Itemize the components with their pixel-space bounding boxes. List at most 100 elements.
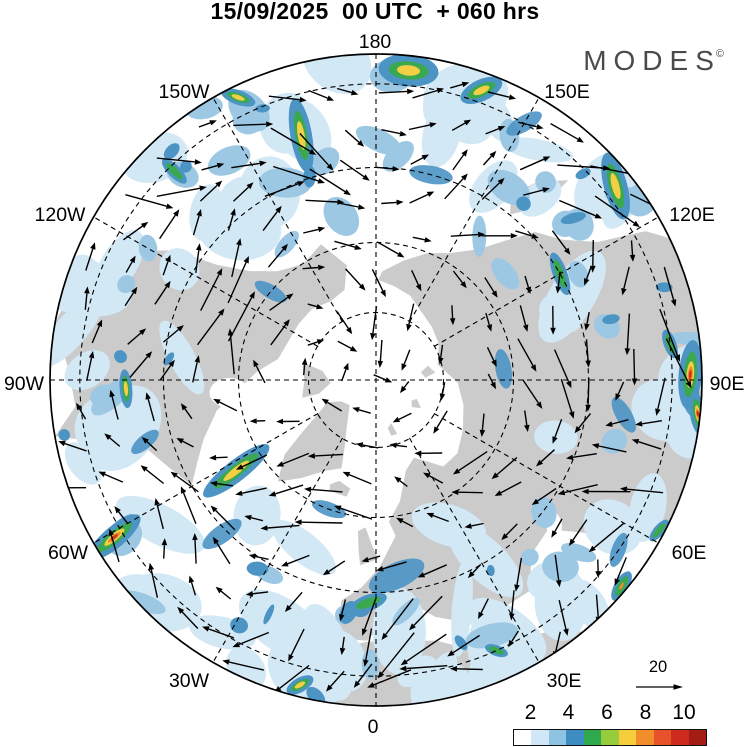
hotspot-red xyxy=(696,410,700,417)
wind-arrow xyxy=(617,381,625,395)
wind-arrow xyxy=(267,524,300,529)
wind-arrow xyxy=(423,564,447,576)
hotspot-yellow xyxy=(294,681,306,689)
wind-arrow xyxy=(450,233,479,237)
water-body xyxy=(209,377,250,408)
wind-arrow xyxy=(268,95,300,101)
wind-arrow xyxy=(328,560,346,573)
wind-arrow xyxy=(220,590,232,600)
wind-arrow xyxy=(471,522,484,527)
wind-arrow-head xyxy=(460,281,467,289)
lon-label-30E: 30E xyxy=(547,670,582,692)
wind-arrow-head xyxy=(165,254,171,263)
wind-arrow xyxy=(516,557,523,586)
wind-arrow-head xyxy=(210,505,218,513)
shading-blob xyxy=(487,169,530,206)
map-clip-group xyxy=(50,54,702,706)
wind-arrow xyxy=(371,268,384,292)
wind-arrow xyxy=(255,365,266,384)
wind-arrow-head xyxy=(478,611,484,620)
wind-arrow xyxy=(250,517,264,522)
wind-arrow-head xyxy=(104,433,112,440)
wind-arrow-head xyxy=(176,438,184,444)
wind-arrow xyxy=(616,557,627,580)
wind-arrow xyxy=(208,628,235,639)
shading-blob xyxy=(94,230,145,297)
wind-arrow xyxy=(593,522,625,549)
wind-arrow xyxy=(86,357,93,381)
wind-arrow xyxy=(163,545,166,559)
wind-arrow xyxy=(85,248,94,271)
wind-arrow xyxy=(496,456,518,476)
wind-arrow-head xyxy=(557,489,566,496)
wind-arrow xyxy=(408,303,415,325)
lon-label-120W: 120W xyxy=(35,204,87,226)
wind-arrow-head xyxy=(426,512,434,519)
wind-arrow xyxy=(287,554,310,565)
wind-arrow-head xyxy=(215,180,223,188)
wind-arrow xyxy=(307,303,317,308)
wind-arrow-head xyxy=(245,591,254,597)
wind-arrow-head xyxy=(98,471,106,477)
wind-arrow xyxy=(341,599,347,615)
wind-arrow-head xyxy=(399,130,407,137)
wind-arrow-head xyxy=(180,486,187,494)
shading-blob xyxy=(451,558,473,657)
wind-arrow-head xyxy=(568,411,575,419)
wind-arrow-head xyxy=(424,237,432,243)
shading-blob xyxy=(516,196,531,211)
wind-arrow-head xyxy=(317,178,325,184)
wind-arrow xyxy=(408,124,431,131)
wind-arrow xyxy=(269,296,289,311)
wind-arrow xyxy=(358,409,371,414)
wind-arrow xyxy=(104,473,124,483)
wind-arrow-head xyxy=(353,680,361,688)
wind-arrow-head xyxy=(447,650,455,657)
wind-arrow-head xyxy=(196,209,202,217)
wind-arrow-head xyxy=(170,471,178,478)
map-render-layers xyxy=(49,53,703,707)
wind-arrow-head xyxy=(674,354,680,362)
wind-arrow-head xyxy=(249,291,255,299)
wind-arrow xyxy=(184,408,193,420)
wind-arrow-head xyxy=(452,468,461,475)
wind-arrow xyxy=(594,195,635,224)
lon-label-0: 0 xyxy=(368,716,379,738)
hotspot-yellow xyxy=(610,173,621,199)
land-svalbard xyxy=(386,421,399,438)
wind-arrow xyxy=(553,349,570,383)
lon-label-120E: 120E xyxy=(669,204,715,226)
wind-arrow xyxy=(252,591,269,595)
wind-arrow-head xyxy=(276,418,284,425)
wind-arrow xyxy=(564,484,598,494)
wind-arrow xyxy=(125,194,167,207)
shading-blob xyxy=(300,604,355,701)
wind-arrow xyxy=(231,162,260,169)
wind-arrow xyxy=(339,159,365,178)
colorbar xyxy=(513,729,707,746)
wind-arrow xyxy=(381,632,415,674)
wind-arrow-head xyxy=(108,528,114,536)
wind-arrow-head xyxy=(576,136,584,143)
wind-arrow xyxy=(451,122,466,132)
wind-arrow xyxy=(559,199,596,217)
wind-arrow-head xyxy=(396,517,404,524)
wind-arrow xyxy=(403,380,410,388)
wind-arrow-head xyxy=(145,392,151,400)
wind-arrow-head xyxy=(230,208,236,216)
shading-blob xyxy=(58,429,71,441)
shading-blob xyxy=(159,320,205,395)
wind-arrow-head xyxy=(232,641,240,648)
wind-arrow-head xyxy=(525,286,532,294)
wind-arrow-head xyxy=(275,205,282,213)
wind-arrow xyxy=(182,440,194,448)
wind-arrow xyxy=(363,598,377,630)
wind-arrow xyxy=(641,420,663,425)
wind-arrow-head xyxy=(542,156,551,162)
wind-arrow-head xyxy=(343,362,349,371)
wind-arrow-head xyxy=(209,454,217,461)
wind-arrow xyxy=(301,521,343,524)
wind-arrow-head xyxy=(501,533,509,541)
wind-arrow xyxy=(511,630,519,642)
